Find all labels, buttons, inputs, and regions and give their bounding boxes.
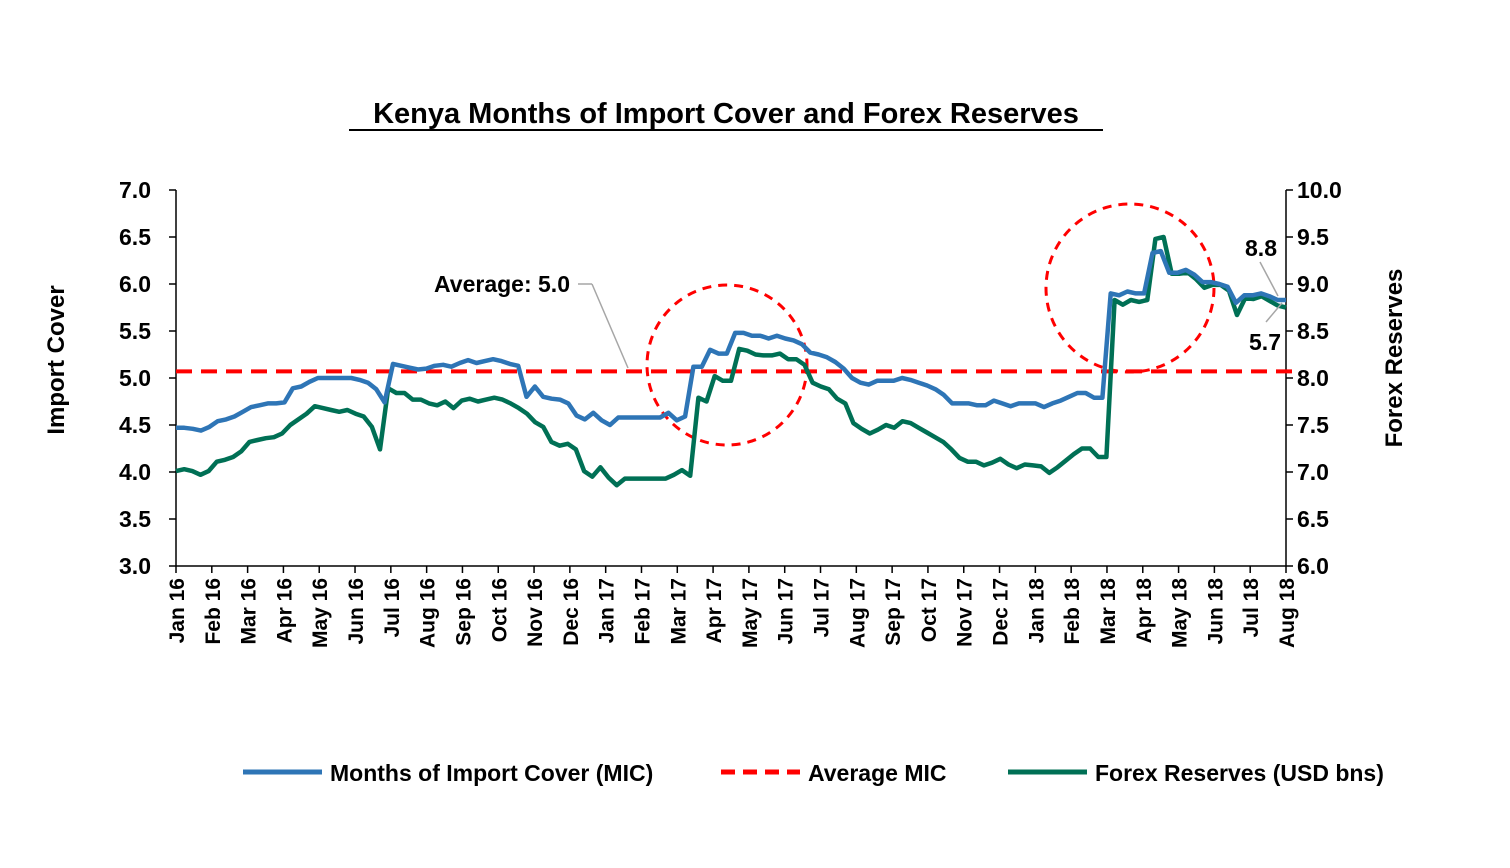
y-left-tick-label: 5.5 (119, 318, 151, 344)
y-left-tick-label: 4.5 (119, 412, 151, 438)
x-tick-label: Jan 18 (1025, 578, 1048, 644)
x-tick-label: Feb 17 (631, 578, 654, 645)
x-tick-label: Sep 16 (452, 578, 475, 646)
x-tick-label: Apr 17 (703, 578, 726, 643)
y-right-tick-label: 7.0 (1297, 459, 1329, 485)
x-tick-label: Feb 18 (1061, 578, 1084, 645)
y-right-tick-label: 7.5 (1297, 412, 1329, 438)
y-left-tick-label: 7.0 (119, 177, 151, 203)
x-tick-label: Jun 16 (345, 578, 368, 645)
x-tick-label: May 16 (309, 578, 332, 648)
x-tick-label: Dec 17 (990, 578, 1013, 646)
x-tick-label: Aug 16 (417, 578, 440, 648)
x-tick-label: Aug 17 (846, 578, 869, 648)
y-left-tick-label: 5.0 (119, 365, 151, 391)
series-months-import-cover (176, 248, 1286, 433)
annotation-5-7: 5.7 (1249, 329, 1281, 355)
x-tick-label: Jan 16 (166, 578, 189, 643)
x-tick-label: Jun 18 (1204, 578, 1227, 645)
y-right-tick-label: 9.5 (1297, 224, 1329, 250)
x-tick-label: Jul 16 (381, 578, 404, 638)
y-left-tick-label: 6.5 (119, 224, 151, 250)
y-right-tick-label: 9.0 (1297, 271, 1329, 297)
x-tick-label: May 17 (739, 578, 762, 648)
x-tick-label: Mar 18 (1097, 578, 1120, 645)
x-tick-label: May 18 (1169, 578, 1192, 648)
x-tick-label: Jun 17 (775, 578, 798, 645)
legend: Months of Import Cover (MIC) Average MIC… (243, 760, 1384, 786)
x-tick-label: Mar 16 (238, 578, 261, 645)
y-right-ticks: 6.0 6.5 7.0 7.5 8.0 8.5 9.0 9.5 10.0 (1286, 177, 1342, 579)
x-tick-label: Jan 17 (596, 578, 619, 643)
x-tick-label: Oct 16 (488, 578, 511, 642)
x-tick-label: Apr 16 (273, 578, 296, 643)
y-right-tick-label: 10.0 (1297, 177, 1342, 203)
series-forex-reserves (175, 234, 1287, 488)
x-ticks: Jan 16 Feb 16 Mar 16 Apr 16 May 16 Jun 16 Jul … (166, 566, 1299, 648)
x-tick-label: Mar 17 (667, 578, 690, 645)
legend-label-mic: Months of Import Cover (MIC) (330, 760, 653, 786)
y-left-tick-label: 3.5 (119, 506, 151, 532)
x-tick-label: Aug 18 (1276, 578, 1299, 648)
annotation-8-8-leader (1259, 261, 1279, 297)
y-right-axis-label: Forex Reserves (1381, 269, 1408, 448)
y-right-tick-label: 8.0 (1297, 365, 1329, 391)
x-tick-label: Jul 18 (1240, 578, 1263, 638)
y-left-axis-label: Import Cover (43, 285, 70, 434)
y-left-ticks: 3.0 3.5 4.0 4.5 5.0 5.5 6.0 6.5 7.0 (119, 177, 176, 579)
chart-title: Kenya Months of Import Cover and Forex R… (373, 98, 1079, 130)
y-left-tick-label: 4.0 (119, 459, 151, 485)
y-right-tick-label: 6.0 (1297, 553, 1329, 579)
highlight-circle-2017 (645, 283, 809, 447)
y-right-tick-label: 6.5 (1297, 506, 1329, 532)
highlight-circle-2018 (1044, 202, 1216, 374)
x-tick-label: Dec 16 (560, 578, 583, 646)
x-tick-label: Jul 17 (811, 578, 834, 638)
y-left-tick-label: 6.0 (119, 271, 151, 297)
legend-label-average: Average MIC (808, 760, 946, 786)
y-left-tick-label: 3.0 (119, 553, 151, 579)
x-tick-label: Oct 17 (918, 578, 941, 642)
x-tick-label: Sep 17 (882, 578, 905, 646)
x-tick-label: Nov 16 (524, 578, 547, 647)
legend-label-forex: Forex Reserves (USD bns) (1095, 760, 1384, 786)
annotation-average-leader (591, 283, 629, 369)
x-tick-label: Apr 18 (1133, 578, 1156, 644)
annotation-8-8: 8.8 (1245, 235, 1277, 261)
annotation-5-7-leader (1265, 302, 1283, 323)
x-tick-label: Feb 16 (202, 578, 225, 645)
x-tick-label: Nov 17 (954, 578, 977, 647)
annotation-average: Average: 5.0 (434, 271, 570, 297)
y-right-tick-label: 8.5 (1297, 318, 1329, 344)
